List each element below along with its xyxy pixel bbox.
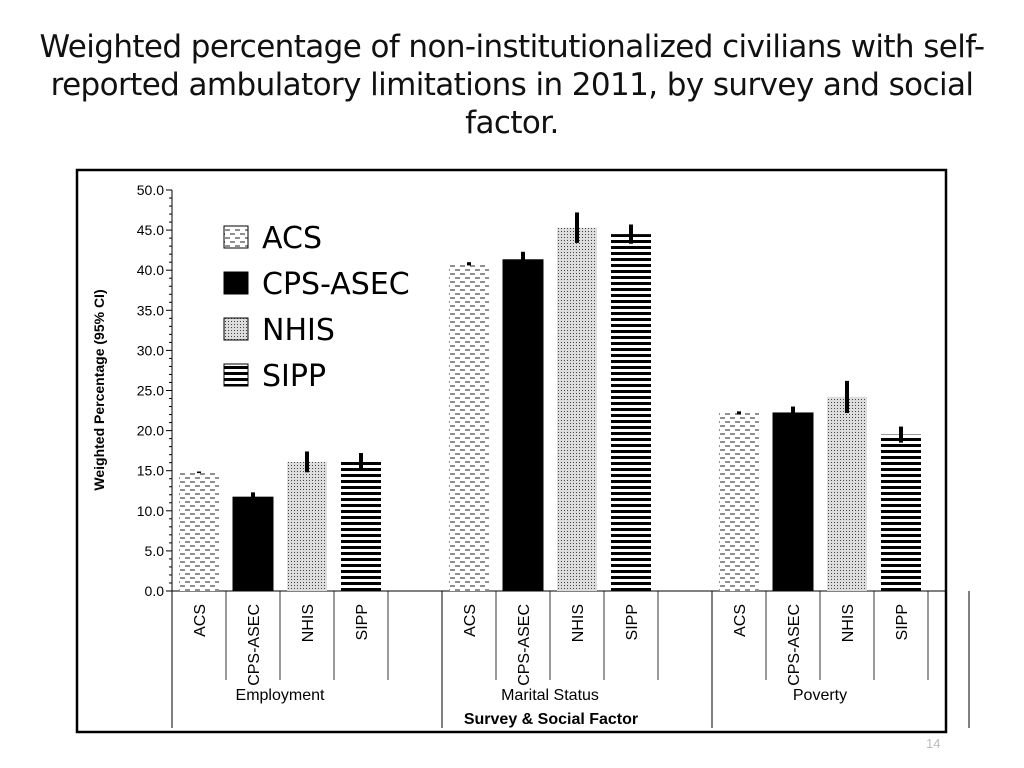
- bar-sipp: [341, 461, 381, 591]
- category-label: CPS-ASEC: [516, 604, 533, 686]
- y-axis-label: Weighted Percentage (95% CI): [91, 289, 107, 490]
- category-label: SIPP: [894, 604, 911, 640]
- category-label: CPS-ASEC: [786, 604, 803, 686]
- category-label: SIPP: [624, 604, 641, 640]
- bar-cps-asec: [502, 259, 544, 592]
- legend-swatch-cps-asec: [223, 271, 249, 295]
- bar-acs: [179, 472, 219, 591]
- y-tick-label: 30.0: [137, 342, 164, 358]
- y-tick-label: 25.0: [137, 383, 164, 399]
- y-tick-label: 20.0: [137, 423, 164, 439]
- category-label: NHIS: [840, 604, 857, 642]
- legend-swatch-acs: [223, 225, 249, 249]
- category-label: CPS-ASEC: [246, 604, 263, 686]
- y-tick-label: 15.0: [137, 463, 164, 479]
- group-label: Marital Status: [501, 687, 599, 704]
- y-tick-label: 50.0: [137, 182, 164, 198]
- bar-nhis: [827, 396, 867, 591]
- bar-sipp: [881, 434, 921, 591]
- group-label: Employment: [236, 687, 325, 704]
- y-tick-label: 10.0: [137, 503, 164, 519]
- legend-label: ACS: [262, 221, 322, 256]
- category-label: ACS: [732, 604, 749, 637]
- legend-label: SIPP: [262, 359, 326, 394]
- y-tick-label: 45.0: [137, 222, 164, 238]
- y-tick-label: 0.0: [145, 583, 165, 599]
- bar-cps-asec: [772, 412, 814, 592]
- group-label: Poverty: [793, 687, 847, 704]
- x-axis-label: Survey & Social Factor: [464, 711, 638, 728]
- y-tick-label: 35.0: [137, 302, 164, 318]
- legend-swatch-nhis: [223, 317, 249, 341]
- y-tick-label: 5.0: [145, 543, 165, 559]
- category-label: ACS: [192, 604, 209, 637]
- chart-title: Weighted percentage of non-institutional…: [39, 29, 986, 141]
- y-tick-label: 40.0: [137, 262, 164, 278]
- category-label: ACS: [462, 604, 479, 637]
- category-label: NHIS: [300, 604, 317, 642]
- category-label: NHIS: [570, 604, 587, 642]
- bar-nhis: [287, 461, 327, 591]
- category-label: SIPP: [354, 604, 371, 640]
- bar-sipp: [611, 234, 651, 592]
- slide-number: 14: [926, 736, 941, 751]
- legend-label: NHIS: [262, 313, 335, 348]
- legend-swatch-sipp: [223, 363, 249, 387]
- bar-nhis: [557, 227, 597, 591]
- legend-label: CPS-ASEC: [262, 267, 410, 302]
- bar-cps-asec: [232, 496, 274, 592]
- bar-acs: [449, 263, 489, 591]
- bar-acs: [719, 412, 759, 591]
- chart-frame: [75, 168, 948, 734]
